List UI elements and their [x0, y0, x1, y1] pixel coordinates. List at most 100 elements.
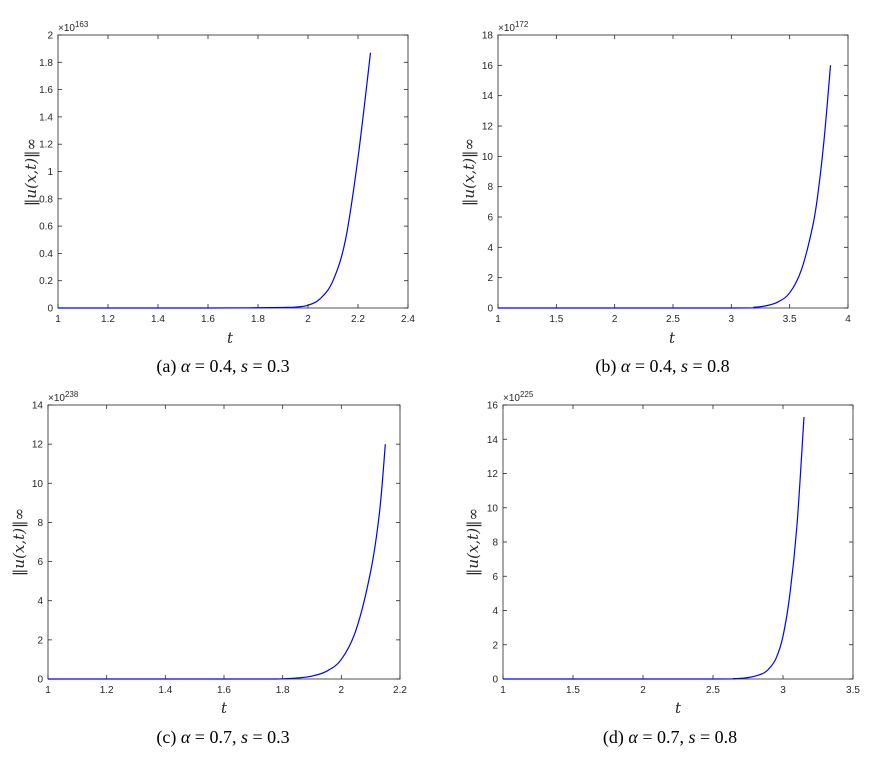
series-line — [503, 416, 805, 680]
y-axis-label: ‖u(x,t)‖∞ — [22, 138, 40, 206]
caption-alpha: α — [620, 356, 631, 376]
y-tick-label: 0 — [47, 304, 53, 315]
y-tick-label: 12 — [482, 122, 494, 133]
caption-s-value: = 0.3 — [252, 356, 290, 376]
x-axis-label: t — [227, 329, 234, 347]
y-tick-label: 2 — [37, 635, 43, 646]
x-tick-label: 1.4 — [158, 685, 172, 696]
axes-box — [57, 34, 409, 309]
chart-a: 1 1.2 1.4 1.6 1.8 2 2.2 2.4 0 0.2 0.4 0.6 0.8 1 1.2 1.4… — [22, 20, 415, 347]
y-tick-label: 1.6 — [39, 85, 53, 96]
x-tick-label: 3 — [780, 685, 786, 696]
y-tick-label: 6 — [487, 213, 493, 224]
caption-s-value: = 0.3 — [252, 727, 290, 747]
caption-alpha-value: = 0.7, — [194, 727, 237, 747]
x-tick-label: 2.2 — [351, 314, 365, 325]
y-tick-label: 0 — [487, 304, 493, 315]
caption-c: (c) α = 0.7, s = 0.3 — [118, 727, 328, 748]
caption-tag: (c) — [156, 727, 177, 747]
x-tick-label: 1 — [495, 314, 501, 325]
x-axis-label: t — [675, 699, 682, 717]
caption-s: s — [240, 356, 248, 376]
x-tick-label: 1.8 — [276, 685, 290, 696]
y-tick-label: 0 — [37, 675, 43, 686]
y-tick-label: 16 — [487, 401, 499, 412]
caption-alpha-value: = 0.4, — [634, 356, 677, 376]
caption-s: s — [680, 356, 688, 376]
caption-tag: (a) — [156, 356, 177, 376]
y-axis-label: ‖u(x,t)‖∞ — [464, 508, 482, 576]
caption-s: s — [688, 727, 696, 747]
y-tick-label: 4 — [37, 596, 43, 607]
caption-tag: (b) — [595, 356, 617, 376]
x-tick-label: 2.2 — [393, 685, 407, 696]
x-tick-label: 1.6 — [201, 314, 215, 325]
x-tick-label: 1 — [500, 685, 506, 696]
series-line — [48, 444, 386, 680]
y-tick-label: 16 — [482, 61, 494, 72]
caption-alpha: α — [180, 356, 191, 376]
y-tick-label: 8 — [492, 538, 498, 549]
y-tick-label: 2 — [492, 640, 498, 651]
x-tick-label: 3 — [729, 314, 735, 325]
y-tick-label: 2 — [487, 273, 493, 284]
x-tick-label: 1.4 — [151, 314, 165, 325]
caption-a: (a) α = 0.4, s = 0.3 — [118, 356, 328, 377]
caption-alpha-value: = 0.7, — [642, 727, 684, 747]
x-tick-label: 1.6 — [217, 685, 231, 696]
y-tick-label: 10 — [482, 152, 494, 163]
x-tick-label: 4 — [845, 314, 851, 325]
y-tick-label: 1 — [47, 167, 53, 178]
caption-alpha-value: = 0.4, — [194, 356, 237, 376]
x-tick-label: 2 — [612, 314, 618, 325]
x-tick-label: 2.5 — [666, 314, 680, 325]
x-tick-label: 2.5 — [706, 685, 720, 696]
series-line — [57, 52, 372, 309]
axes-box — [47, 404, 401, 680]
caption-s-value: = 0.8 — [699, 727, 738, 747]
axes-box — [502, 404, 854, 680]
x-tick-label: 1.8 — [251, 314, 265, 325]
y-tick-label: 0 — [492, 675, 498, 686]
chart-b: 1 1.5 2 2.5 3 3.5 4 0 2 4 6 8 10 12 14 16 18 ×10172 t ‖u(x,… — [460, 20, 851, 347]
caption-tag: (d) — [602, 727, 624, 747]
x-tick-label: 2 — [305, 314, 311, 325]
y-tick-label: 1.8 — [39, 58, 53, 69]
y-axis-label: ‖u(x,t)‖∞ — [460, 138, 478, 206]
y-tick-label: 4 — [487, 243, 493, 254]
x-tick-label: 1.5 — [549, 314, 563, 325]
x-tick-label: 3.5 — [846, 685, 860, 696]
chart-c: 1 1.2 1.4 1.6 1.8 2 2.2 0 2 4 6 8 10 12 14 ×10238 t ‖u(x,… — [10, 390, 407, 717]
y-tick-label: 0.8 — [39, 194, 53, 205]
x-tick-label: 1 — [45, 685, 51, 696]
y-tick-label: 12 — [32, 440, 44, 451]
caption-s-value: = 0.8 — [692, 356, 730, 376]
y-tick-label: 0.6 — [39, 222, 53, 233]
caption-alpha: α — [180, 727, 191, 747]
y-tick-label: 0.4 — [39, 249, 53, 260]
y-tick-label: 4 — [492, 606, 498, 617]
y-tick-label: 18 — [482, 31, 494, 42]
y-tick-label: 10 — [32, 479, 44, 490]
y-tick-label: 8 — [37, 518, 43, 529]
x-tick-label: 2.4 — [401, 314, 415, 325]
y-exponent-label: ×10225 — [503, 390, 534, 404]
y-exponent-label: ×10238 — [48, 390, 79, 404]
y-tick-label: 0.2 — [39, 276, 53, 287]
y-tick-label: 6 — [492, 572, 498, 583]
x-tick-label: 1 — [55, 314, 61, 325]
y-tick-label: 8 — [487, 182, 493, 193]
x-tick-label: 3.5 — [783, 314, 797, 325]
y-tick-label: 14 — [482, 91, 494, 102]
y-tick-label: 12 — [487, 469, 499, 480]
y-tick-label: 10 — [487, 503, 499, 514]
caption-d: (d) α = 0.7, s = 0.8 — [565, 727, 775, 748]
x-tick-label: 2 — [640, 685, 646, 696]
y-exponent-label: ×10172 — [498, 20, 529, 34]
y-tick-label: 2 — [47, 31, 53, 42]
x-tick-label: 1.2 — [100, 685, 114, 696]
x-tick-label: 2 — [339, 685, 345, 696]
y-tick-label: 14 — [487, 435, 499, 446]
x-axis-label: t — [221, 699, 228, 717]
